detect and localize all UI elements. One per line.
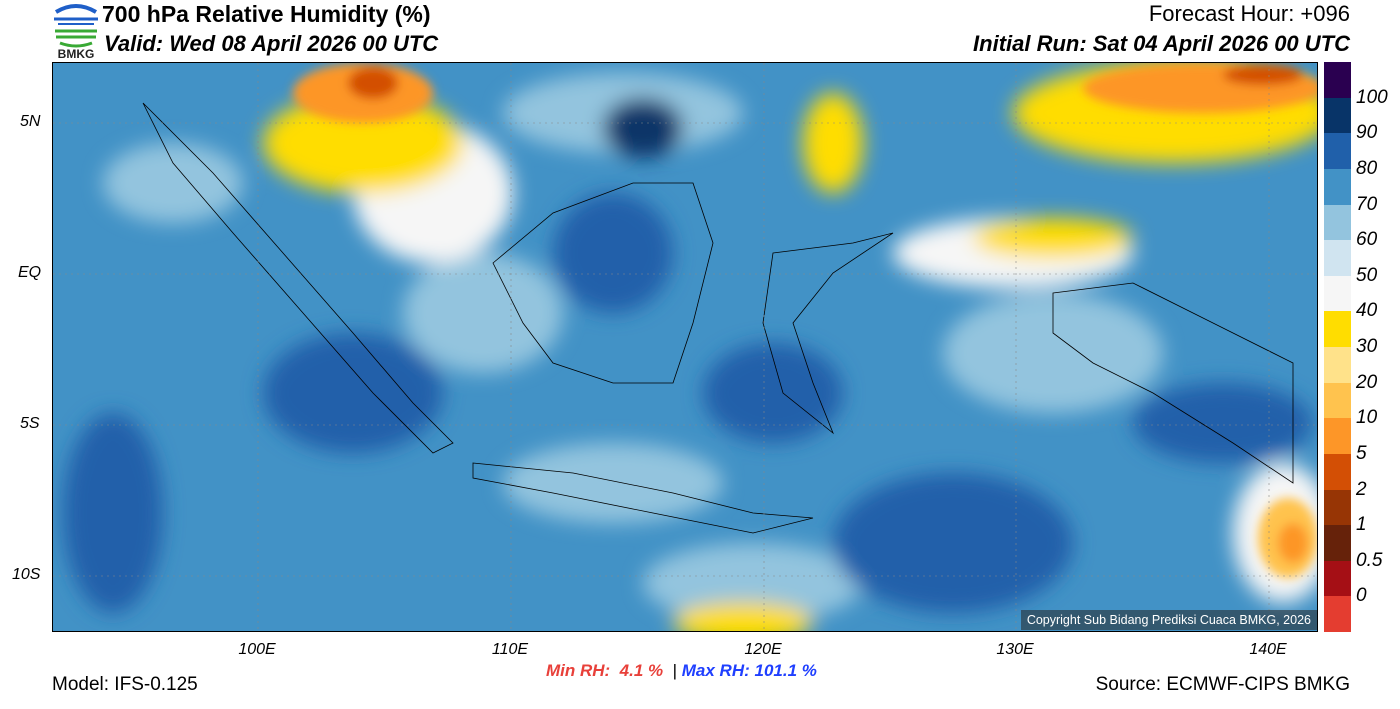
bmkg-logo: BMKG — [52, 2, 100, 61]
source-label: Source: ECMWF-CIPS BMKG — [1095, 674, 1350, 695]
colorbar-segment — [1324, 97, 1351, 134]
colorbar-segment — [1324, 418, 1351, 454]
lon-label: 140E — [1249, 641, 1287, 658]
colorbar-label: 90 — [1356, 122, 1378, 144]
max-rh-label: Max RH: — [681, 661, 750, 680]
colorbar-label: 1 — [1356, 514, 1367, 536]
lon-label: 130E — [996, 641, 1034, 658]
colorbar-segment — [1324, 62, 1351, 98]
colorbar-segment — [1324, 596, 1351, 632]
forecast-hour: Forecast Hour: +096 — [1148, 1, 1350, 26]
lon-label: 120E — [744, 641, 782, 658]
min-rh-label: Min RH: — [546, 661, 611, 680]
stats-separator: | — [672, 661, 678, 680]
colorbar-segment — [1324, 382, 1351, 419]
colorbar-label: 70 — [1356, 193, 1378, 215]
colorbar-segment — [1324, 560, 1351, 597]
lat-label: 5N — [20, 113, 41, 130]
svg-text:BMKG: BMKG — [58, 47, 95, 60]
colorbar-segment — [1324, 453, 1351, 490]
colorbar-label: 2 — [1356, 478, 1367, 500]
humidity-field — [53, 63, 1317, 631]
colorbar-label: 40 — [1356, 300, 1378, 322]
colorbar-segment — [1324, 168, 1351, 205]
humidity-map — [52, 62, 1318, 632]
copyright: Copyright Sub Bidang Prediksi Cuaca BMKG… — [1020, 610, 1317, 630]
colorbar-segment — [1324, 347, 1351, 383]
initial-run: Initial Run: Sat 04 April 2026 00 UTC — [973, 31, 1350, 56]
max-rh-value: 101.1 % — [754, 661, 817, 680]
colorbar-segment — [1324, 275, 1351, 312]
lat-label: 5S — [20, 415, 40, 432]
colorbar-segment — [1324, 133, 1351, 169]
colorbar-label: 100 — [1356, 86, 1388, 108]
colorbar-label: 0 — [1356, 585, 1367, 607]
min-rh-value: 4.1 % — [619, 661, 664, 680]
colorbar-label: 50 — [1356, 264, 1378, 286]
colorbar-segment — [1324, 489, 1351, 526]
lat-label: EQ — [18, 264, 42, 281]
lon-label: 100E — [238, 641, 276, 658]
model-label: Model: IFS-0.125 — [52, 674, 198, 695]
coastlines — [142, 102, 1294, 534]
map-title: 700 hPa Relative Humidity (%) — [102, 1, 431, 27]
colorbar-label: 20 — [1356, 371, 1378, 393]
valid-time: Valid: Wed 08 April 2026 00 UTC — [104, 31, 439, 56]
colorbar-label: 0.5 — [1356, 549, 1383, 571]
colorbar-segment — [1324, 204, 1351, 241]
gridlines — [53, 63, 1317, 631]
rh-stats: Min RH: 4.1 % | Max RH: 101.1 % — [546, 661, 817, 681]
lat-label: 10S — [12, 566, 41, 583]
lon-label: 110E — [491, 641, 529, 658]
colorbar-segment — [1324, 311, 1351, 347]
colorbar-label: 10 — [1356, 407, 1378, 429]
colorbar-label: 5 — [1356, 442, 1367, 464]
colorbar — [1324, 62, 1351, 632]
colorbar-segment — [1324, 240, 1351, 276]
colorbar-segment — [1324, 525, 1351, 561]
colorbar-label: 60 — [1356, 229, 1378, 251]
colorbar-label: 80 — [1356, 157, 1378, 179]
colorbar-label: 30 — [1356, 336, 1378, 357]
